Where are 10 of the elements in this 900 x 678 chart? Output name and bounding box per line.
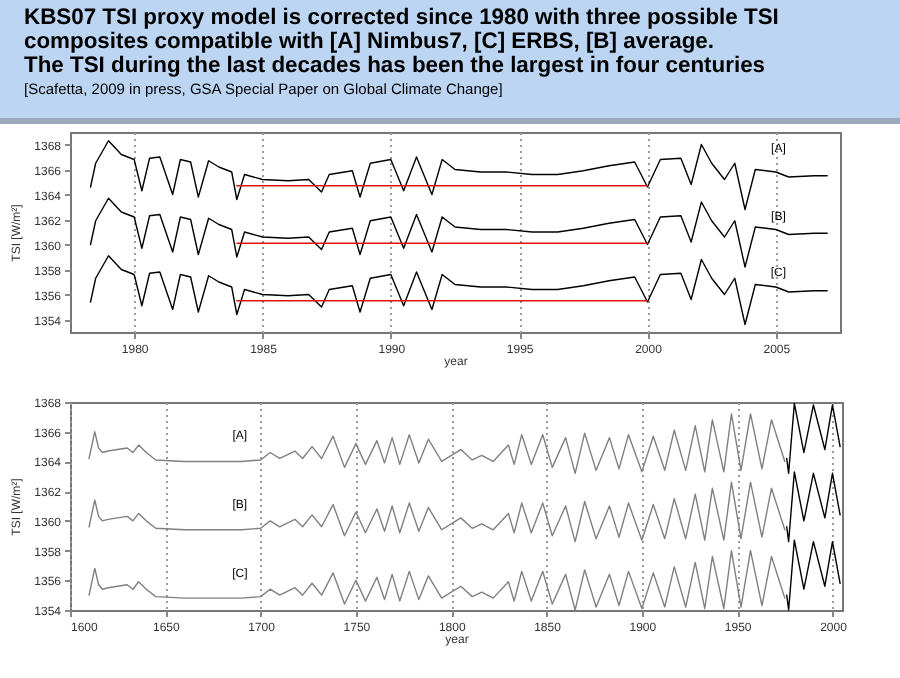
line-series (89, 255, 828, 326)
line-series (89, 197, 828, 268)
line-series (786, 539, 841, 611)
line-series (786, 402, 841, 475)
chart-title: KBS07 TSI proxy model is corrected since 1980 with three possible TSI composites compatible with [A] Nimbus7, [C] ERBS, [B] average. (24, 6, 781, 54)
line-series (88, 413, 786, 475)
chart-subtitle: The TSI during the last decades has been the largest in four centuries (24, 54, 768, 78)
line-series (786, 471, 841, 543)
line-series (89, 140, 828, 211)
line-series (88, 481, 786, 543)
